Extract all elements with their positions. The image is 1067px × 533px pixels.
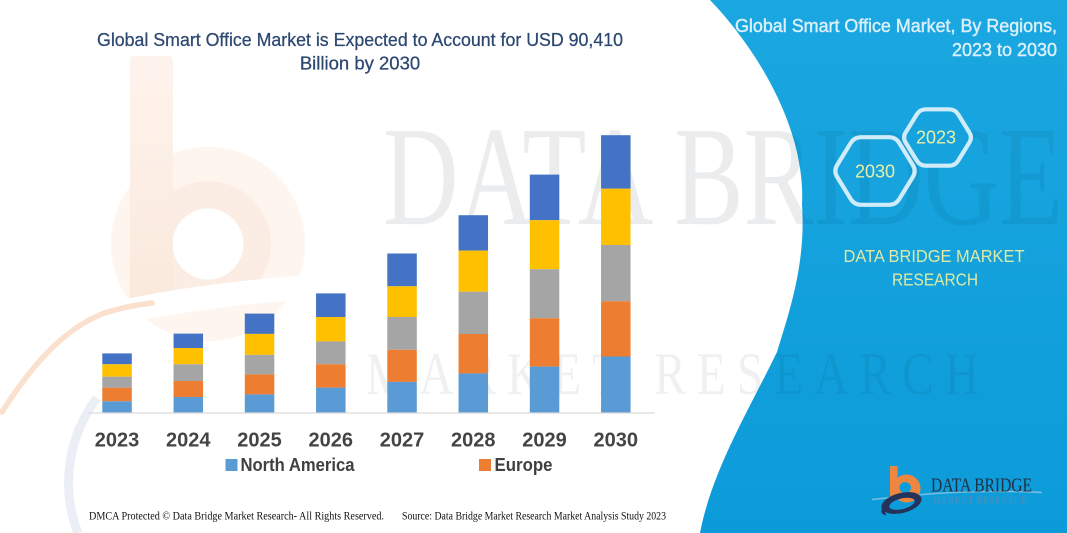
svg-text:DMCA Protected © Data Bridge M: DMCA Protected © Data Bridge Market Rese… — [89, 509, 384, 523]
svg-text:Global Smart Office Market, By: Global Smart Office Market, By Regions, — [735, 15, 1057, 36]
svg-text:RESEARCH: RESEARCH — [892, 270, 978, 290]
svg-text:Global Smart Office Market is: Global Smart Office Market is Expected t… — [97, 29, 623, 50]
svg-text:2025: 2025 — [237, 430, 282, 452]
svg-text:2024: 2024 — [166, 430, 211, 452]
svg-text:DATA BRIDGE: DATA BRIDGE — [931, 475, 1032, 497]
svg-text:MARKET RESEARCH: MARKET RESEARCH — [933, 496, 1028, 507]
svg-text:2023: 2023 — [95, 430, 140, 452]
svg-text:2030: 2030 — [855, 162, 895, 182]
svg-text:North America: North America — [241, 455, 356, 475]
svg-text:2023: 2023 — [916, 128, 956, 148]
svg-text:Billion by 2030: Billion by 2030 — [300, 53, 420, 74]
svg-text:2030: 2030 — [594, 430, 639, 452]
svg-text:Europe: Europe — [495, 455, 553, 475]
svg-text:2029: 2029 — [522, 430, 567, 452]
svg-text:2023 to 2030: 2023 to 2030 — [952, 39, 1057, 60]
svg-text:Source: Data Bridge Market Res: Source: Data Bridge Market Research Mark… — [402, 509, 666, 523]
svg-text:2028: 2028 — [451, 430, 496, 452]
svg-text:DATA BRIDGE MARKET: DATA BRIDGE MARKET — [844, 246, 1025, 266]
svg-text:2027: 2027 — [380, 430, 425, 452]
svg-text:2026: 2026 — [309, 430, 354, 452]
